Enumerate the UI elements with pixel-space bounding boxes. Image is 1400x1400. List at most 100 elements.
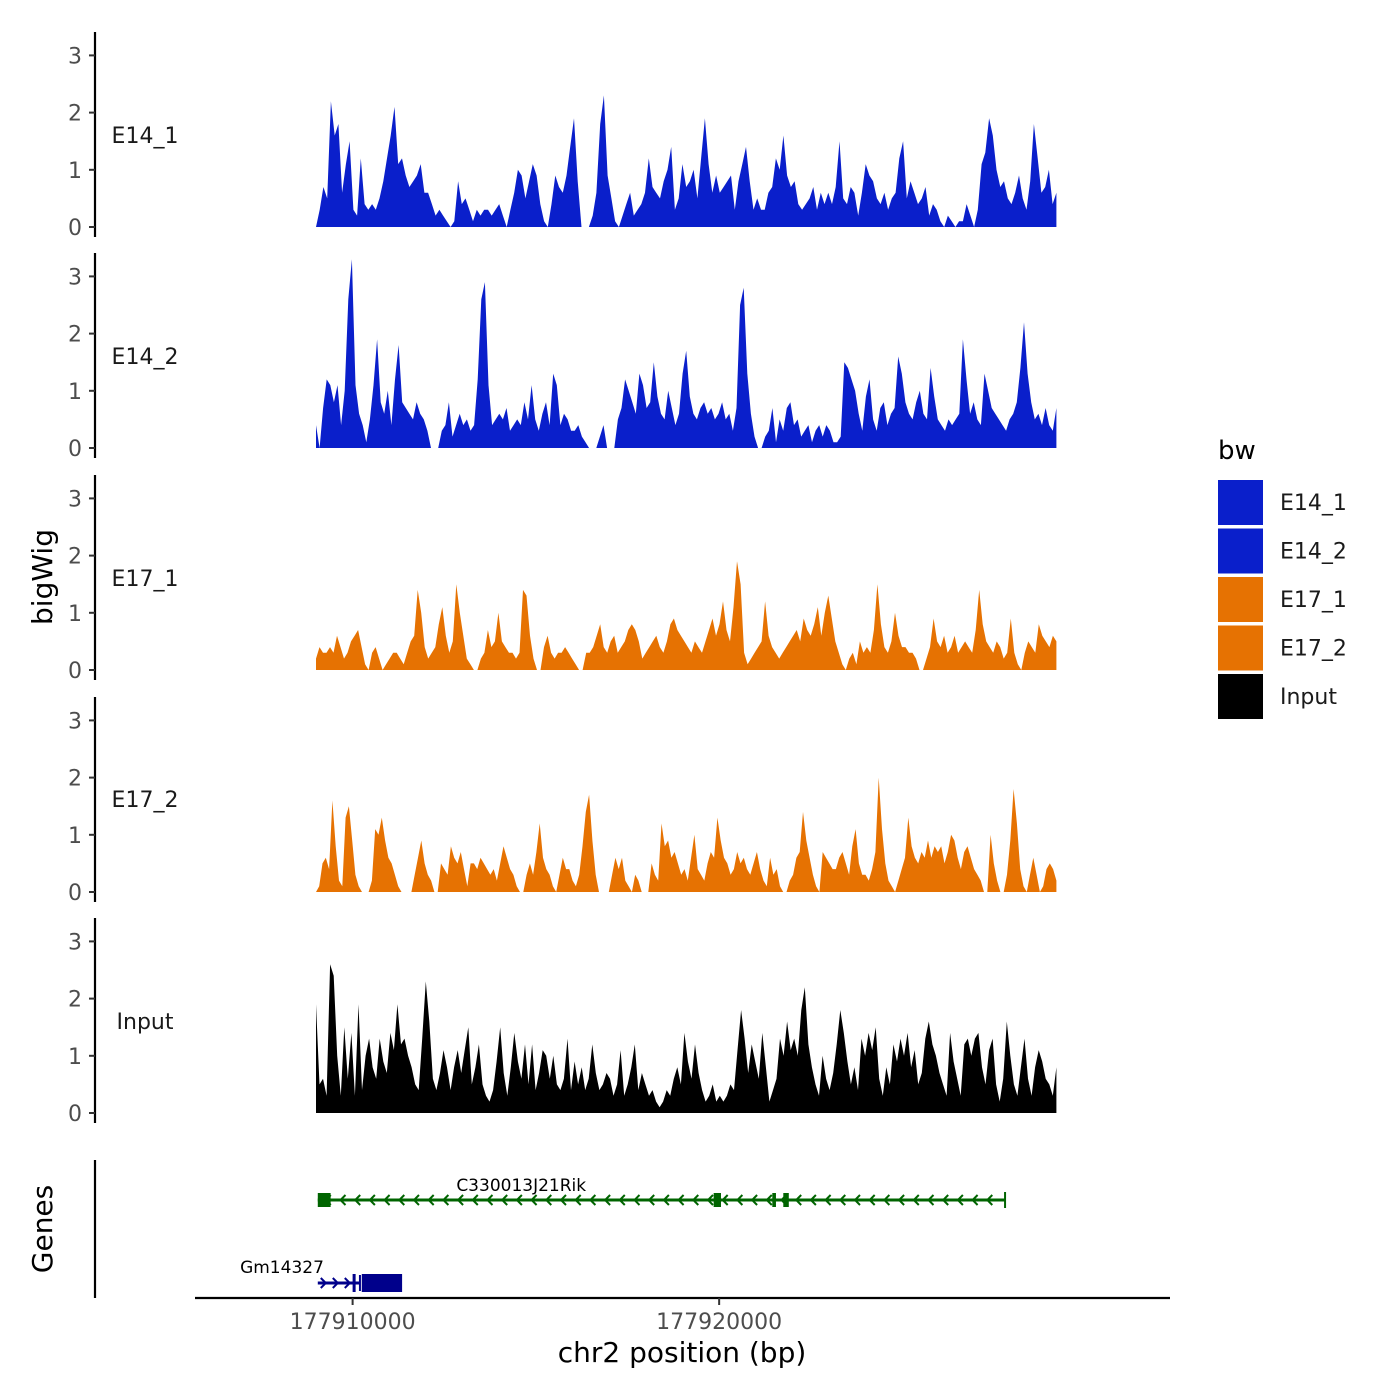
track-e17-2: 0 1 2 3 E17_2 [68,697,1057,906]
track-label: Input [117,1010,174,1035]
x-tick-label: 177920000 [656,1310,782,1335]
strand-arrow [383,1194,391,1206]
gene-track: C330013J21Rik Gm14327 [93,1160,1007,1298]
strand-arrow [721,1194,729,1206]
strand-arrow [412,1194,420,1206]
strand-arrow [706,1194,714,1206]
strand-arrow [456,1194,464,1206]
x-axis-title: chr2 position (bp) [558,1336,807,1369]
y-tick-label: 1 [68,1045,82,1070]
exon [361,1274,403,1292]
y-tick-label: 1 [68,602,82,627]
strand-arrow [985,1194,993,1206]
y-tick-label: 2 [68,988,82,1013]
strand-arrow [838,1194,846,1206]
y-tick-label: 3 [68,930,82,955]
y-tick-label: 0 [68,1102,82,1127]
strand-arrow [927,1194,935,1206]
strand-arrow [677,1194,685,1206]
strand-arrow [530,1194,538,1206]
legend-swatch [1218,625,1263,671]
y-tick-label: 0 [68,437,82,462]
legend-entry-e17-2: E17_2 [1218,625,1347,671]
legend-entry-e14-2: E14_2 [1218,528,1347,574]
track-e14-1: 0 1 2 3 E14_1 [68,32,1057,241]
strand-arrow [559,1194,567,1206]
strand-arrow [397,1194,405,1206]
y-tick-label: 2 [68,767,82,792]
signal-area-e17-2 [316,777,1057,892]
strand-arrow [691,1194,699,1206]
y-tick-label: 2 [68,102,82,127]
legend-swatch [1218,674,1263,719]
legend-label: E14_2 [1280,540,1347,565]
track-label: E14_1 [112,124,179,149]
strand-arrow [853,1194,861,1206]
legend-swatch [1218,480,1263,525]
legend-label: E17_2 [1280,637,1347,662]
gene-gm14327: Gm14327 [240,1258,403,1292]
y-tick-label: 0 [68,881,82,906]
strand-arrow [339,1194,347,1206]
strand-arrow [633,1194,641,1206]
strand-arrow [809,1194,817,1206]
strand-arrow [427,1194,435,1206]
x-axis: 177910000 177920000 [195,1296,1170,1335]
x-axis-ticks: 177910000 177920000 [290,1298,782,1335]
legend-entry-e17-1: E17_1 [1218,577,1347,622]
strand-arrow [486,1194,494,1206]
signal-area-e17-1 [316,561,1057,670]
strand-arrow [544,1194,552,1206]
y-tick-label: 3 [68,709,82,734]
strand-arrow [735,1194,744,1206]
strand-arrow [824,1194,832,1206]
exon [772,1193,776,1207]
track-e17-1: 0 1 2 3 E17_1 [68,475,1057,684]
strand-arrow [868,1194,876,1206]
legend-swatch [1218,577,1263,622]
y-tick-label: 0 [68,216,82,241]
strand-arrow [662,1194,670,1206]
legend-entry-input: Input [1218,674,1337,719]
strand-arrow [765,1194,773,1206]
strand-arrow [882,1194,891,1206]
legend-label: E17_1 [1280,588,1347,613]
genes-axis-title: Genes [26,1185,59,1273]
strand-arrow [500,1194,508,1206]
legend-swatch [1218,528,1263,574]
strand-arrow [368,1194,376,1206]
strand-arrow [344,1277,352,1289]
y-tick-label: 2 [68,545,82,570]
gene-label: C330013J21Rik [456,1176,586,1196]
exon [317,1193,331,1207]
y-tick-label: 0 [68,659,82,684]
strand-arrow [515,1194,523,1206]
strand-arrow [750,1194,758,1206]
strand-arrow [320,1277,328,1289]
y-tick-label: 1 [68,380,82,405]
gene-label: Gm14327 [240,1258,324,1278]
y-tick-label: 1 [68,159,82,184]
signal-tracks: 0 1 2 3 E14_1 0 1 2 3 E14_2 0 1 2 3 E17_1 0 1 2 3 E17_2 0 1 2 3… [68,32,1057,1127]
strand-arrow [897,1194,905,1206]
strand-arrow [971,1194,979,1206]
strand-arrow [353,1194,361,1206]
gene-c330013j21rik: C330013J21Rik [317,1176,1007,1208]
exon [783,1193,789,1207]
signal-area-e14-1 [316,95,1057,228]
strand-arrow [912,1194,920,1206]
y-tick-label: 3 [68,487,82,512]
strand-arrow [618,1194,626,1206]
strand-arrow [647,1194,655,1206]
strand-arrow [574,1194,582,1206]
legend: bw E14_1 E14_2 E17_1 E17_2 Input [1218,436,1347,719]
x-tick-label: 177910000 [290,1310,416,1335]
strand-arrow [441,1194,450,1206]
track-input: 0 1 2 3 Input [68,918,1057,1127]
legend-title: bw [1218,436,1256,466]
track-label: E17_1 [112,567,179,592]
y-tick-label: 1 [68,824,82,849]
y-axis-title: bigWig [26,529,59,625]
track-label: E14_2 [112,345,179,370]
